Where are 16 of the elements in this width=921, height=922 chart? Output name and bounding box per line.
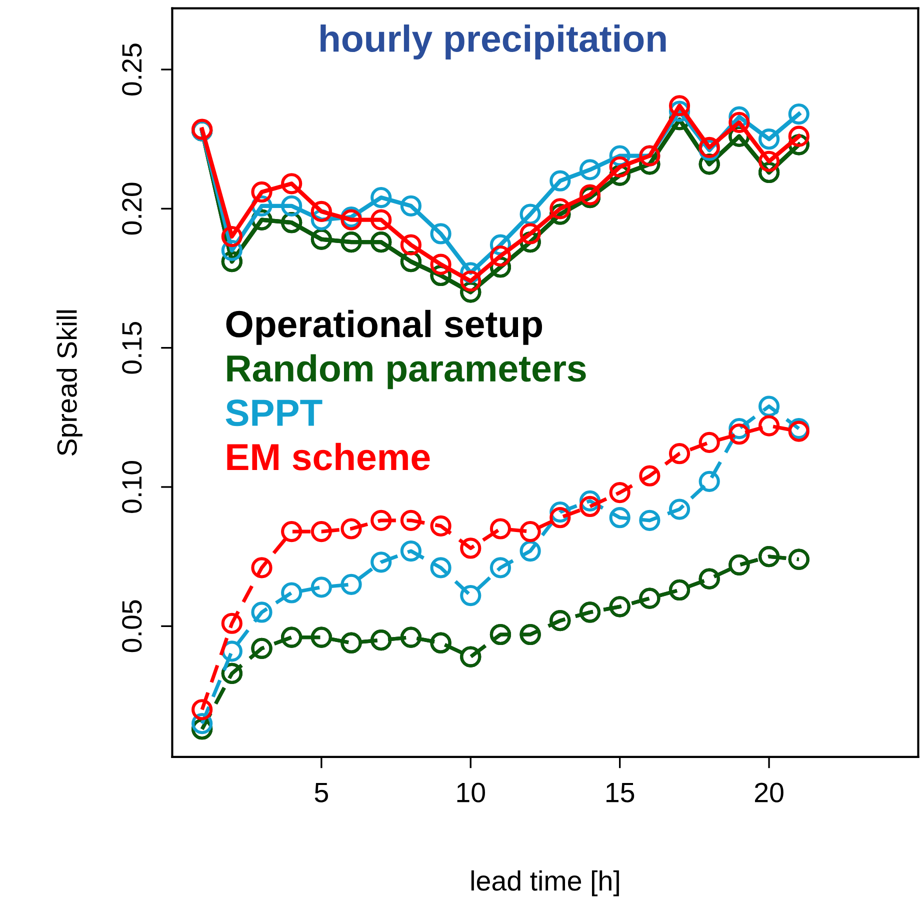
x-tick-label: 5: [314, 782, 328, 802]
y-tick-label: 0.20: [122, 182, 142, 235]
chart-title: hourly precipitation: [320, 24, 666, 60]
y-tick-label: 0.10: [122, 461, 142, 513]
x-tick-label: 15: [606, 782, 634, 802]
y-axis-title: Spread Skill: [56, 310, 82, 456]
x-tick-label: 20: [754, 782, 784, 802]
x-tick-label: 10: [457, 782, 485, 802]
x-axis-title: lead time [h]: [471, 870, 619, 896]
y-tick-label: 0.05: [122, 600, 142, 652]
text: Random parameters: [227, 354, 586, 390]
series-label: Operational setup: [226, 310, 542, 345]
y-tick-label: 0.25: [122, 44, 142, 96]
text: EM scheme: [227, 442, 430, 470]
text: SPPT: [226, 400, 322, 426]
y-tick-label: 0.15: [122, 322, 142, 374]
